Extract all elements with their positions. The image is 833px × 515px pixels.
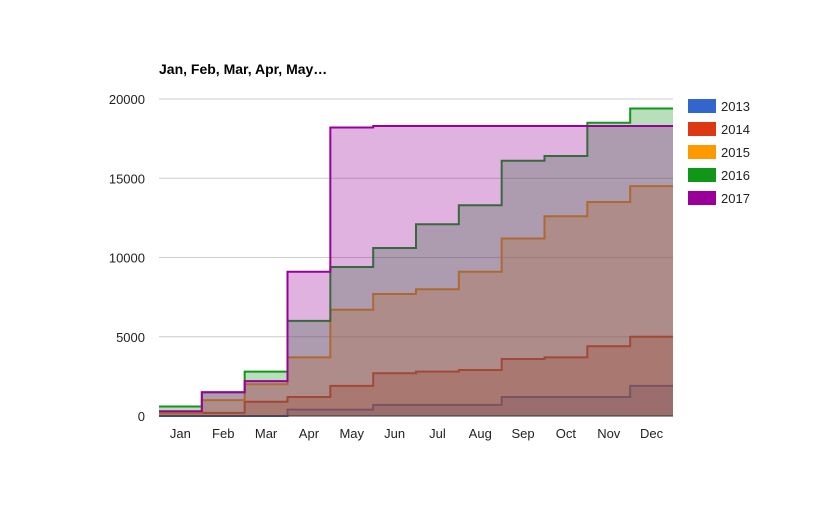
- y-tick-label: 15000: [109, 171, 145, 186]
- legend-swatch-2015: [688, 145, 716, 159]
- x-tick-label: Sep: [512, 426, 535, 441]
- legend-label-2016: 2016: [721, 168, 750, 183]
- legend-swatch-2017: [688, 191, 716, 205]
- series-line-2014: [159, 335, 673, 414]
- series-area-2017: [159, 125, 673, 416]
- x-tick-label: Mar: [255, 426, 278, 441]
- x-tick-label: Nov: [597, 426, 621, 441]
- x-tick-label: Jan: [170, 426, 191, 441]
- legend-swatch-2014: [688, 122, 716, 136]
- x-tick-label: May: [339, 426, 364, 441]
- y-tick-label: 10000: [109, 251, 145, 266]
- legend: 2013 2014 2015 2016 2017: [688, 99, 750, 206]
- chart-title: Jan, Feb, Mar, Apr, May…: [159, 61, 327, 77]
- series-area-2014: [159, 336, 673, 416]
- legend-label-2017: 2017: [721, 191, 750, 206]
- legend-swatch-2013: [688, 99, 716, 113]
- legend-label-2015: 2015: [721, 145, 750, 160]
- gridlines: [159, 98, 673, 338]
- y-tick-label: 5000: [116, 330, 145, 345]
- x-tick-label: Dec: [640, 426, 664, 441]
- x-tick-label: Oct: [556, 426, 577, 441]
- x-tick-label: Apr: [299, 426, 320, 441]
- y-tick-label: 20000: [109, 92, 145, 107]
- x-tick-label: Feb: [212, 426, 234, 441]
- series-line-2017: [159, 124, 673, 413]
- series-line-2016: [159, 107, 673, 408]
- legend-label-2014: 2014: [721, 122, 750, 137]
- legend-label-2013: 2013: [721, 99, 750, 114]
- axes: 0 5000 10000 15000 20000 Jan Feb Mar Apr May Jun Ju…: [109, 92, 673, 441]
- legend-swatch-2016: [688, 168, 716, 182]
- series-areas: [159, 107, 673, 417]
- y-tick-label: 0: [138, 409, 145, 424]
- series-area-2013: [159, 385, 673, 416]
- x-tick-label: Jul: [429, 426, 446, 441]
- x-tick-label: Jun: [384, 426, 405, 441]
- x-tick-label: Aug: [469, 426, 492, 441]
